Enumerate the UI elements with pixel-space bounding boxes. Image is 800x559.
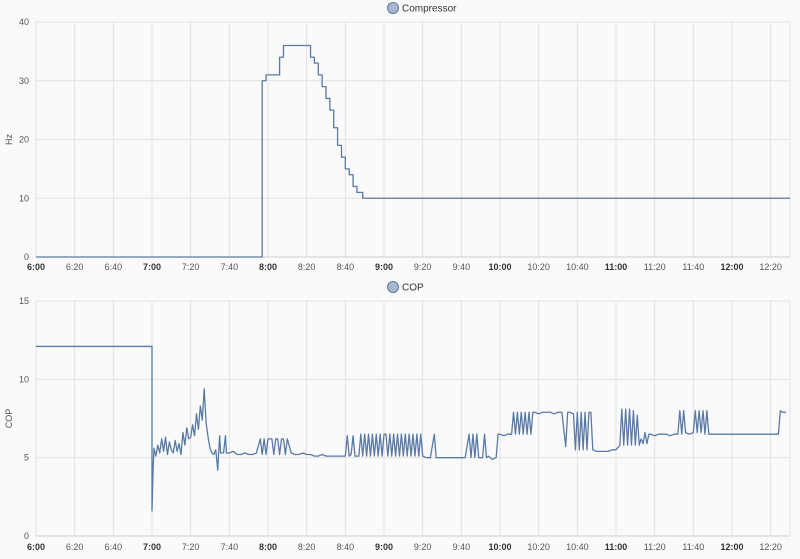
- y-tick-label: 30: [19, 76, 29, 86]
- x-tick-label: 8:00: [259, 542, 277, 552]
- legend-label[interactable]: Compressor: [402, 4, 457, 15]
- y-tick-label: 0: [24, 252, 29, 262]
- x-tick-label: 11:40: [682, 262, 704, 272]
- x-tick-label: 12:00: [720, 262, 743, 272]
- x-tick-label: 8:40: [337, 542, 355, 552]
- y-axis-label: COP: [4, 409, 14, 429]
- x-tick-label: 6:40: [105, 542, 123, 552]
- x-tick-label: 8:40: [337, 262, 355, 272]
- y-tick-label: 10: [19, 374, 29, 384]
- series-line-cop[interactable]: [36, 345, 787, 512]
- compressor-chart: 6:00 6:20 6:40 7:00 7:20 7:40 8:00 8:20 8:40 9:00…: [4, 2, 791, 272]
- y-tick-label: 5: [24, 453, 29, 463]
- x-tick-label: 7:20: [182, 262, 200, 272]
- x-tick-label: 7:00: [143, 262, 161, 272]
- y-tick-label: 10: [19, 193, 29, 203]
- x-tick-label: 9:40: [453, 542, 471, 552]
- x-tick-label: 11:00: [605, 262, 628, 272]
- x-tick-label: 12:20: [759, 262, 782, 272]
- x-tick-label: 6:00: [27, 262, 45, 272]
- x-tick-label: 7:00: [143, 542, 161, 552]
- y-tick-label: 0: [24, 531, 29, 541]
- x-tick-label: 7:20: [182, 542, 200, 552]
- x-tick-label: 9:40: [453, 262, 471, 272]
- x-tick-label: 8:20: [298, 542, 316, 552]
- cop-chart: 6:00 6:20 6:40 7:00 7:20 7:40 8:00 8:20 8:40 9:00…: [4, 281, 791, 552]
- x-tick-label: 12:00: [720, 542, 743, 552]
- x-tick-label: 11:20: [644, 542, 666, 552]
- x-tick-label: 9:20: [414, 542, 432, 552]
- x-tick-label: 9:20: [414, 262, 432, 272]
- x-tick-label: 10:00: [488, 262, 511, 272]
- y-tick-label: 20: [19, 135, 29, 145]
- x-tick-label: 6:40: [105, 262, 123, 272]
- x-tick-label: 9:00: [375, 542, 393, 552]
- x-tick-label: 6:20: [66, 542, 84, 552]
- legend-label[interactable]: COP: [402, 283, 424, 294]
- x-tick-label: 8:20: [298, 262, 316, 272]
- x-tick-label: 12:20: [759, 542, 782, 552]
- x-tick-label: 10:40: [566, 542, 589, 552]
- x-tick-label: 11:40: [682, 542, 704, 552]
- y-tick-label: 15: [19, 296, 29, 306]
- x-tick-label: 8:00: [259, 262, 277, 272]
- x-tick-label: 6:20: [66, 262, 84, 272]
- x-tick-label: 10:00: [488, 542, 511, 552]
- x-tick-label: 10:20: [527, 262, 550, 272]
- x-tick-label: 10:40: [566, 262, 589, 272]
- x-tick-label: 9:00: [375, 262, 393, 272]
- legend-marker[interactable]: [387, 281, 399, 293]
- x-tick-label: 7:40: [221, 542, 239, 552]
- x-tick-label: 10:20: [527, 542, 550, 552]
- x-tick-label: 6:00: [27, 542, 45, 552]
- x-tick-label: 11:00: [605, 542, 628, 552]
- x-tick-label: 7:40: [221, 262, 239, 272]
- legend-marker[interactable]: [387, 2, 399, 14]
- y-axis-label: Hz: [4, 134, 14, 145]
- y-tick-label: 40: [19, 17, 29, 27]
- x-tick-label: 11:20: [644, 262, 666, 272]
- series-line-compressor[interactable]: [36, 44, 790, 258]
